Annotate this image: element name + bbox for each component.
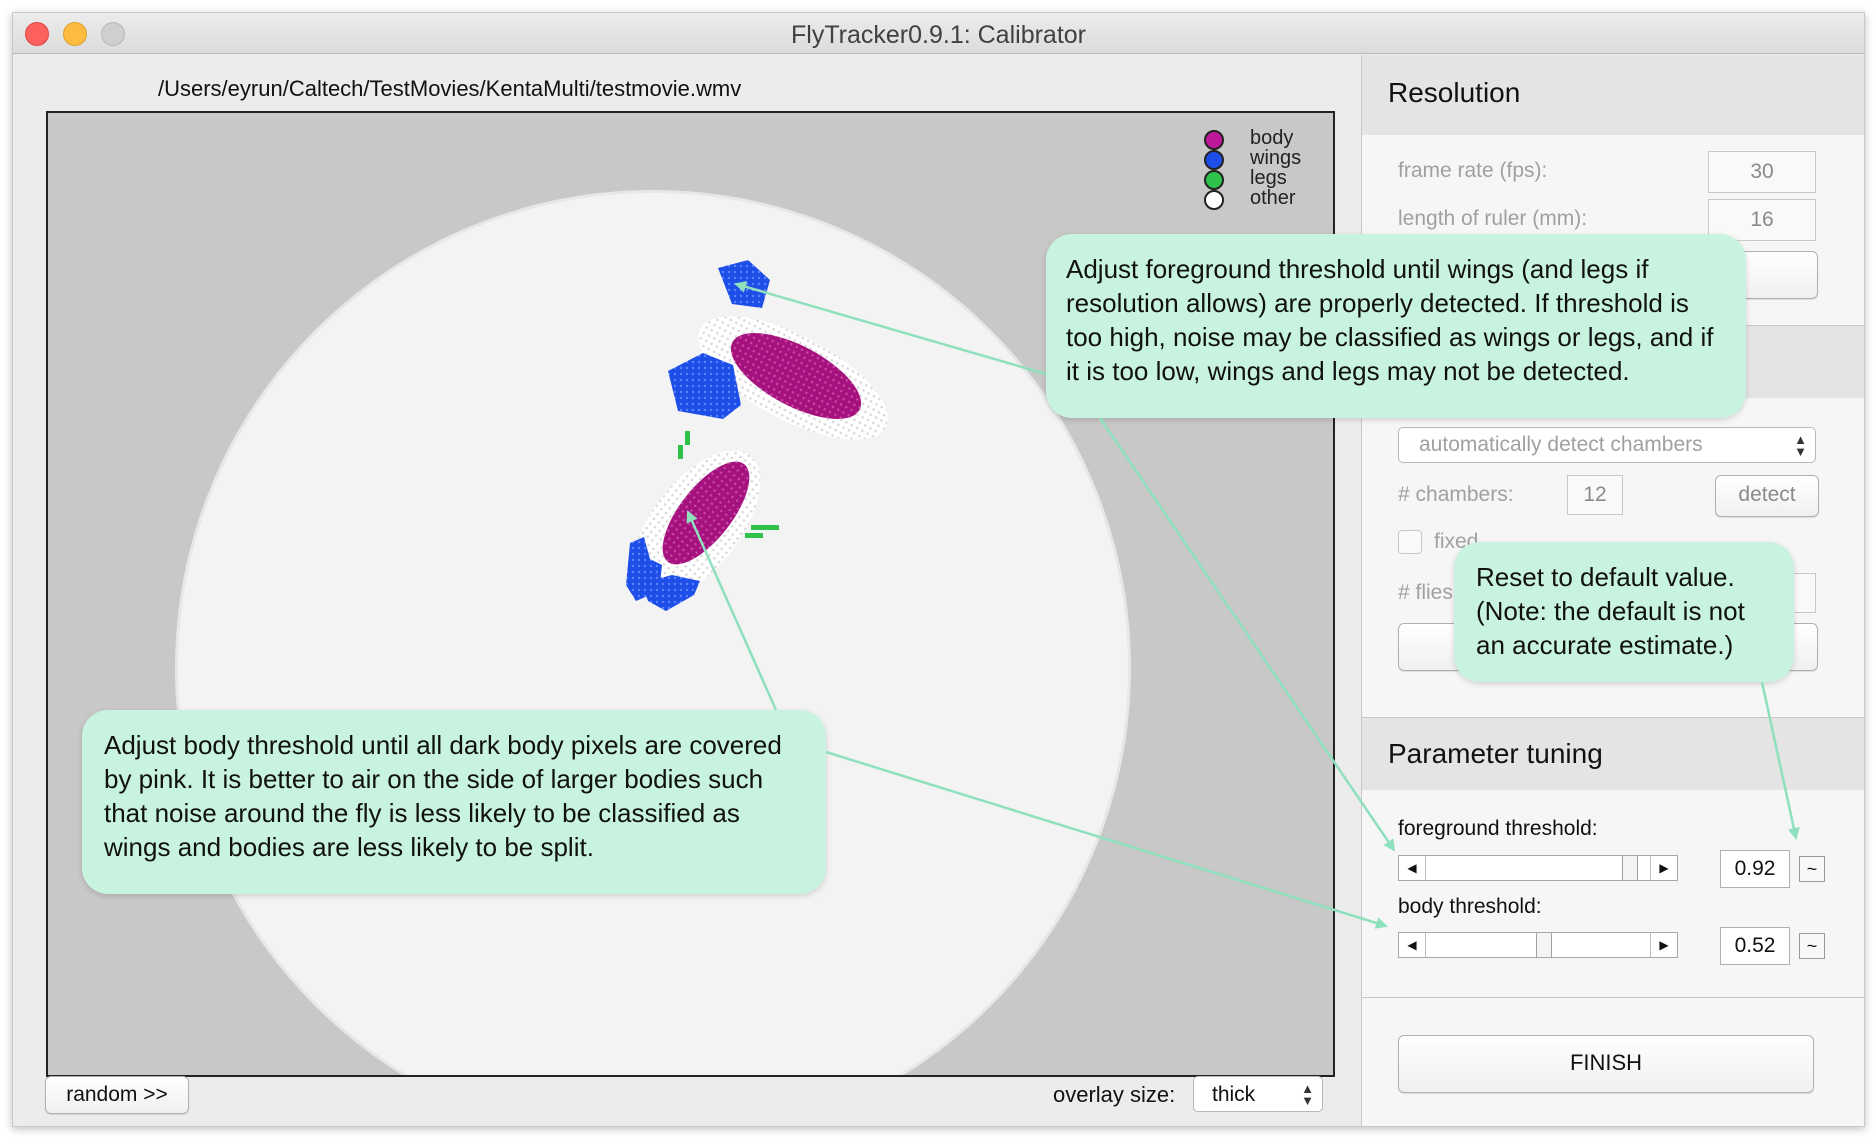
body-threshold-value[interactable]: 0.52 (1720, 927, 1790, 965)
foreground-threshold-label: foreground threshold: (1398, 817, 1598, 840)
body-threshold-slider[interactable]: ◀ ▶ (1398, 932, 1678, 958)
maximize-window-button[interactable] (101, 22, 125, 46)
fly-lower-wing-b (642, 575, 700, 611)
chamber-detect-mode-select[interactable]: automatically detect chambers ▲ ▼ (1398, 427, 1816, 463)
minimize-window-button[interactable] (63, 22, 87, 46)
fly-lower (626, 431, 779, 611)
window-title: FlyTracker0.9.1: Calibrator (791, 21, 1086, 49)
arena-chamber (178, 193, 1128, 1075)
legend-label: wings (1250, 147, 1302, 169)
legend-swatch (1204, 130, 1224, 150)
legend-item: wings (1204, 147, 1324, 170)
flies-label: # flies (1398, 581, 1453, 604)
divider (1362, 717, 1864, 718)
divider (1362, 997, 1864, 998)
arrow-to-body (686, 510, 778, 711)
chambers-count-field[interactable]: 12 (1567, 475, 1623, 515)
title-bar: FlyTracker0.9.1: Calibrator (13, 13, 1864, 54)
legend-item: body (1204, 127, 1324, 150)
foreground-threshold-callout: Adjust foreground threshold until wings … (1046, 234, 1746, 418)
leg-mark-d (745, 533, 763, 538)
frame-rate-label: frame rate (fps): (1398, 159, 1548, 182)
fly-lower-body (662, 461, 750, 565)
foreground-reset-button[interactable]: ~ (1799, 856, 1825, 882)
fixed-checkbox[interactable] (1398, 530, 1422, 554)
legend-swatch (1204, 170, 1224, 190)
reset-default-callout: Reset to default value. (Note: the defau… (1454, 542, 1794, 682)
parameter-tuning-header: Parameter tuning (1362, 718, 1864, 790)
fly-upper (668, 260, 888, 440)
slider-left-arrow-icon[interactable]: ◀ (1399, 856, 1426, 880)
legend-item: legs (1204, 167, 1324, 190)
body-reset-button[interactable]: ~ (1799, 933, 1825, 959)
frame-rate-field[interactable]: 30 (1708, 151, 1816, 193)
fly-overlay (626, 260, 888, 611)
finish-button[interactable]: FINISH (1398, 1035, 1814, 1093)
arrow-to-body-slider (825, 750, 1388, 929)
leg-mark-c (751, 525, 779, 530)
legend-swatch (1204, 190, 1224, 210)
overlay-size-select[interactable]: thick ▲ ▼ (1193, 1076, 1323, 1112)
body-threshold-label: body threshold: (1398, 895, 1542, 918)
legend-swatch (1204, 150, 1224, 170)
chamber-detect-mode-value: automatically detect chambers (1419, 433, 1703, 456)
resolution-title: Resolution (1388, 77, 1521, 108)
close-window-button[interactable] (25, 22, 49, 46)
leg-mark-a (685, 431, 690, 445)
leg-mark-b (678, 445, 683, 459)
overlay-size-label: overlay size: (1053, 1082, 1176, 1107)
slider-left-arrow-icon[interactable]: ◀ (1399, 933, 1426, 957)
arrow-to-wings (734, 281, 1047, 376)
legend-label: other (1250, 187, 1296, 209)
ruler-length-field[interactable]: 16 (1708, 199, 1816, 241)
ruler-length-label: length of ruler (mm): (1398, 207, 1588, 230)
overlay-size-value: thick (1212, 1083, 1256, 1106)
chambers-count-label: # chambers: (1398, 483, 1514, 506)
body-threshold-callout: Adjust body threshold until all dark bod… (82, 710, 826, 894)
arrow-to-foreground-slider (1098, 417, 1396, 852)
fly-upper-wing-b (668, 353, 741, 419)
legend-label: legs (1250, 167, 1287, 189)
arrow-to-reset-button (1760, 681, 1800, 840)
parameter-tuning-title: Parameter tuning (1388, 738, 1603, 769)
body-slider-thumb[interactable] (1536, 933, 1553, 957)
foreground-threshold-value[interactable]: 0.92 (1720, 850, 1790, 888)
legend-item: other (1204, 187, 1324, 210)
legend-label: body (1250, 127, 1294, 149)
overlay-legend: body wings legs other (1204, 127, 1324, 210)
video-file-path: /Users/eyrun/Caltech/TestMovies/KentaMul… (158, 76, 742, 101)
random-frame-button[interactable]: random >> (45, 1076, 189, 1114)
updown-arrows-icon: ▲ ▼ (1794, 432, 1807, 459)
foreground-slider-thumb[interactable] (1621, 856, 1638, 880)
slider-right-arrow-icon[interactable]: ▶ (1650, 856, 1677, 880)
fly-upper-body (730, 333, 862, 419)
updown-arrows-icon: ▲ ▼ (1301, 1081, 1314, 1108)
slider-right-arrow-icon[interactable]: ▶ (1650, 933, 1677, 957)
resolution-header: Resolution (1362, 55, 1864, 135)
foreground-threshold-slider[interactable]: ◀ ▶ (1398, 855, 1678, 881)
detect-button[interactable]: detect (1715, 475, 1819, 517)
